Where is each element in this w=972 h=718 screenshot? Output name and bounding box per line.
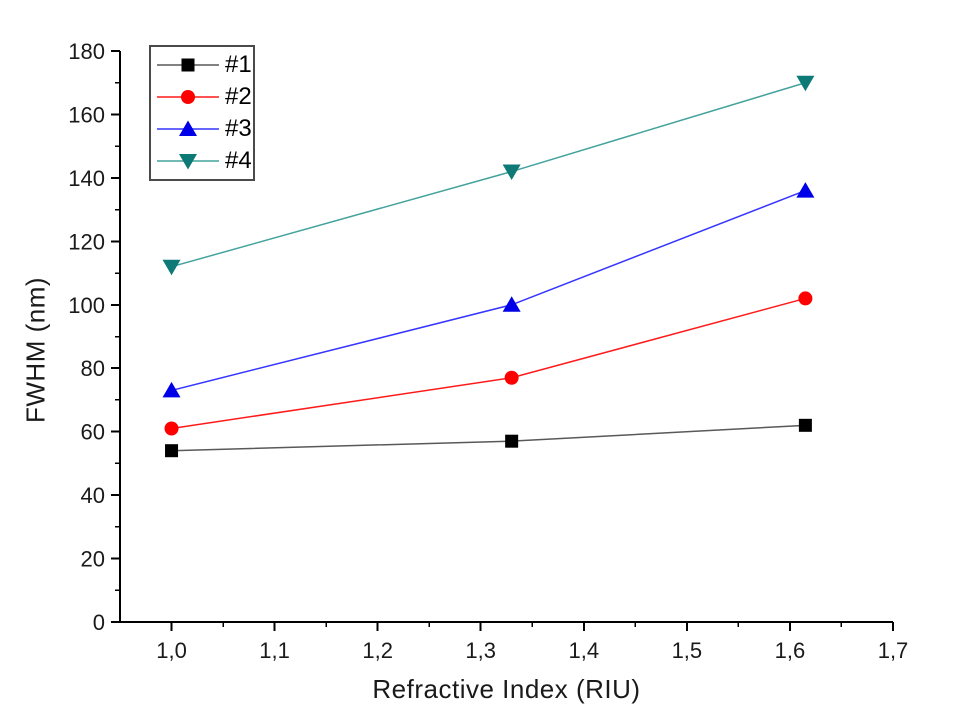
triangle-down-marker — [162, 259, 181, 276]
square-marker — [165, 444, 179, 458]
triangle-down-marker — [796, 75, 815, 92]
x-tick-label: 1,7 — [878, 638, 909, 663]
y-tick-label: 20 — [81, 547, 105, 572]
y-axis-title: FWHM (nm) — [20, 276, 51, 424]
series-line-2 — [171, 297, 806, 430]
square-marker — [181, 58, 195, 72]
y-tick-label: 100 — [68, 293, 105, 318]
circle-marker — [181, 90, 195, 104]
triangle-up-marker — [796, 182, 815, 198]
x-tick-label: 1,3 — [465, 638, 496, 663]
x-tick-label: 1,0 — [156, 638, 187, 663]
y-tick-label: 60 — [81, 420, 105, 445]
x-axis-title: Refractive Index (RIU) — [372, 674, 641, 704]
triangle-up-marker — [502, 296, 521, 312]
circle-marker — [798, 291, 813, 306]
legend-item-2: #2 — [157, 81, 253, 113]
y-tick-label: 180 — [68, 39, 105, 64]
x-tick-label: 1,6 — [775, 638, 806, 663]
y-tick-label: 80 — [81, 356, 105, 381]
x-tick-label: 1,4 — [569, 638, 600, 663]
square-marker — [798, 418, 812, 432]
y-tick-label: 40 — [81, 483, 105, 508]
legend-sample-triangle-up — [157, 120, 219, 136]
series-line-3 — [171, 189, 806, 392]
circle-marker — [164, 421, 179, 436]
legend-item-label: #3 — [225, 115, 252, 142]
x-tick-label: 1,1 — [259, 638, 290, 663]
y-tick-label: 120 — [68, 229, 105, 254]
legend-sample-circle — [157, 90, 219, 104]
legend-item-4: #4 — [157, 145, 253, 177]
legend-item-label: #1 — [225, 51, 252, 78]
legend-item-3: #3 — [157, 113, 253, 145]
legend-item-1: #1 — [157, 49, 253, 81]
legend-item-label: #2 — [225, 83, 252, 110]
triangle-up-marker — [179, 120, 197, 136]
legend-item-label: #4 — [225, 147, 252, 174]
circle-marker — [504, 370, 519, 385]
legend-sample-triangle-down — [157, 154, 219, 170]
square-marker — [505, 434, 519, 448]
triangle-down-marker — [179, 154, 197, 170]
y-tick-label: 0 — [93, 610, 105, 635]
series-line-4 — [171, 82, 806, 268]
triangle-up-marker — [162, 381, 181, 398]
y-tick-label: 160 — [68, 102, 105, 127]
series-line-1 — [171, 424, 806, 452]
triangle-down-marker — [502, 164, 521, 181]
x-tick-label: 1,5 — [672, 638, 703, 663]
legend-sample-square — [157, 58, 219, 72]
legend: #1 #2 #3 #4 — [149, 45, 255, 181]
y-tick-label: 140 — [68, 166, 105, 191]
x-tick-label: 1,2 — [362, 638, 393, 663]
